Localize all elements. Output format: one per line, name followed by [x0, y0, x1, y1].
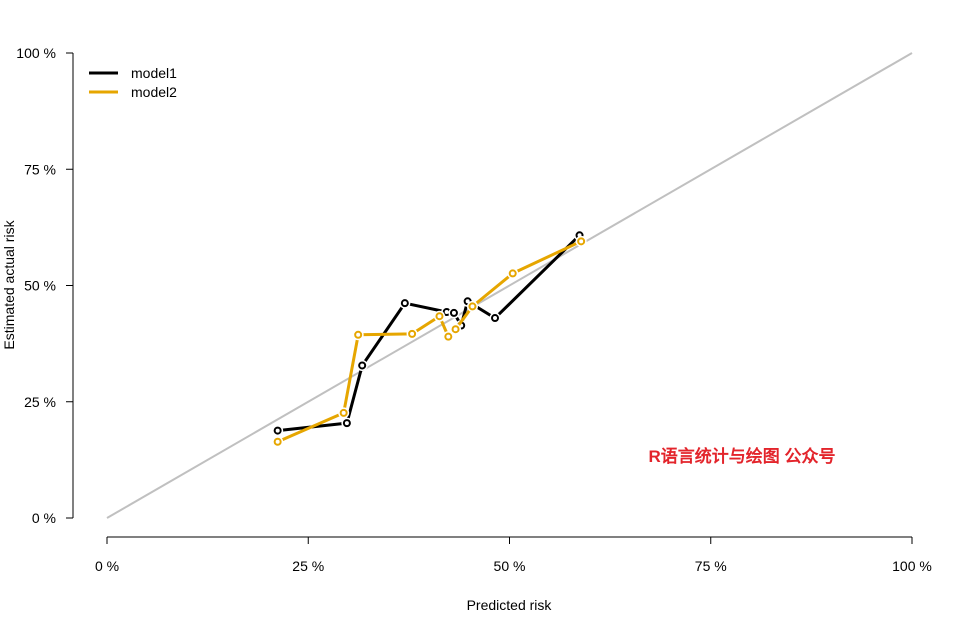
- data-point-model1: [358, 361, 367, 370]
- x-tick-label: 25 %: [292, 558, 324, 574]
- y-tick-label: 75 %: [24, 161, 56, 177]
- data-point-model2: [444, 332, 453, 341]
- x-tick-label: 100 %: [892, 558, 932, 574]
- data-point-model2: [408, 329, 417, 338]
- data-point-model1: [491, 314, 500, 323]
- data-point-model2: [354, 330, 363, 339]
- y-tick-label: 0 %: [32, 510, 56, 526]
- data-point-model2: [339, 408, 348, 417]
- series-layer: [272, 229, 587, 448]
- y-tick-label: 25 %: [24, 394, 56, 410]
- x-axis-title: Predicted risk: [467, 597, 553, 613]
- reference-diagonal-line: [106, 52, 913, 519]
- legend-item-model1: model1: [89, 65, 177, 81]
- data-point-model2: [435, 312, 444, 321]
- y-axis-title: Estimated actual risk: [1, 219, 17, 349]
- data-point-model1: [400, 299, 409, 308]
- data-point-model2: [508, 269, 517, 278]
- series-line-model2: [277, 239, 582, 444]
- y-tick-label: 50 %: [24, 278, 56, 294]
- legend: model1 model2: [89, 65, 177, 100]
- x-tick-label: 50 %: [494, 558, 526, 574]
- x-tick-label: 75 %: [695, 558, 727, 574]
- x-tick-label: 0 %: [95, 558, 119, 574]
- series-model2: [272, 235, 587, 448]
- data-point-model2: [273, 437, 282, 446]
- data-point-model2: [468, 302, 477, 311]
- legend-label: model2: [131, 84, 177, 100]
- legend-label: model1: [131, 65, 177, 81]
- data-point-model2: [451, 325, 460, 334]
- watermark-text: R语言统计与绘图 公众号: [649, 446, 836, 466]
- data-point-model1: [449, 308, 458, 317]
- legend-item-model2: model2: [89, 84, 177, 100]
- reference-line-layer: [106, 52, 913, 519]
- data-point-model2: [577, 237, 586, 246]
- axis-layer: 0 % 25 % 50 % 75 % 100 % 0 % 25 % 50 % 75 % 100 %: [16, 45, 932, 574]
- data-point-model1: [273, 426, 282, 435]
- y-tick-label: 100 %: [16, 45, 56, 61]
- data-point-model1: [342, 419, 351, 428]
